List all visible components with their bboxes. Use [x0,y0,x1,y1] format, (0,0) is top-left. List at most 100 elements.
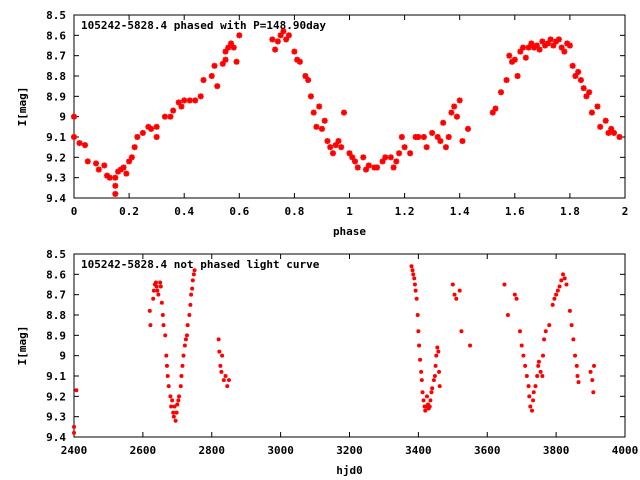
data-point [450,282,455,287]
axis-ticks: 0 0.2 0.4 0.6 0.8 1 1.2 1.4 1.6 1.8 2 8.5 8.6 8.7 8.8 8… [46,9,628,218]
data-point [184,333,189,338]
x-axis-label: phase [333,225,366,238]
x-tick-label: 2 [622,205,629,218]
data-point [547,36,554,43]
data-point [148,125,155,132]
data-point [434,134,441,140]
data-point [354,164,361,171]
data-point [419,378,424,383]
data-point [374,164,381,171]
data-point [528,404,533,409]
data-point [180,363,185,368]
data-point [605,129,612,136]
x-tick-label: 2800 [199,444,226,457]
data-point [539,38,546,45]
y-tick-label: 8.9 [46,329,66,342]
data-point [432,374,437,378]
data-point [550,302,555,307]
y-tick-label: 9.2 [46,390,66,403]
data-point [175,99,182,106]
data-point [577,77,584,84]
data-point [511,56,518,63]
data-point [411,272,416,277]
data-point [442,144,449,151]
data-point [318,125,325,132]
data-point [448,109,455,116]
data-point [524,374,529,378]
data-point [332,142,339,149]
data-point [346,150,353,157]
data-point [457,288,462,293]
data-point [574,363,579,368]
y-tick-label: 9 [59,111,66,124]
data-point [580,85,587,92]
data-point [171,410,176,415]
data-point [200,77,207,84]
data-point [151,296,156,301]
data-point [236,32,243,39]
data-point [160,313,165,317]
data-point [223,374,228,378]
data-point [310,109,317,116]
data-point [421,398,426,403]
data-point [172,404,177,409]
data-point [170,398,175,403]
data-point [415,313,420,317]
data-point [506,52,513,59]
data-point [588,369,593,374]
data-point [523,363,528,368]
data-point [161,113,168,120]
data-point [230,44,237,51]
data-point [533,384,538,389]
data-points [71,28,623,197]
x-tick-label: 4000 [612,444,639,457]
data-point [211,62,218,69]
data-point [502,282,507,287]
data-point [420,134,427,140]
data-point [208,73,215,79]
data-point [153,123,160,130]
data-point [468,343,473,348]
y-tick-label: 8.8 [46,70,66,83]
data-point [155,288,160,293]
data-point [154,284,159,289]
data-point [454,296,459,301]
data-point [547,323,552,328]
data-point [452,292,457,297]
data-point [168,394,173,399]
data-point [171,414,176,419]
data-point [409,264,414,269]
data-point [412,282,417,287]
data-point [181,97,188,104]
x-tick-label: 0.4 [174,205,194,218]
data-point [558,44,565,51]
x-tick-label: 3800 [543,444,570,457]
data-point [222,56,229,63]
data-point [101,162,108,169]
y-tick-label: 9.3 [46,172,66,185]
data-point [280,28,287,35]
data-point [540,374,545,378]
data-point [169,404,174,409]
x-axis-label: hjd0 [336,464,363,477]
data-point [321,117,328,124]
y-axis-label: I[mag] [16,87,29,127]
data-point [192,97,199,104]
data-point [95,166,102,173]
y-tick-label: 8.7 [46,289,66,302]
data-point [185,323,190,328]
data-point [76,140,83,147]
x-tick-label: 1 [346,205,353,218]
data-point [573,353,578,358]
y-tick-label: 8.8 [46,309,66,322]
data-point [153,280,158,285]
data-point [427,404,432,409]
data-point [535,374,540,378]
data-point [177,394,182,399]
data-point [557,284,562,289]
data-point [159,300,164,305]
data-point [561,272,566,277]
data-point [165,374,170,378]
x-tick-label: 1.4 [450,205,470,218]
data-point [554,292,559,297]
